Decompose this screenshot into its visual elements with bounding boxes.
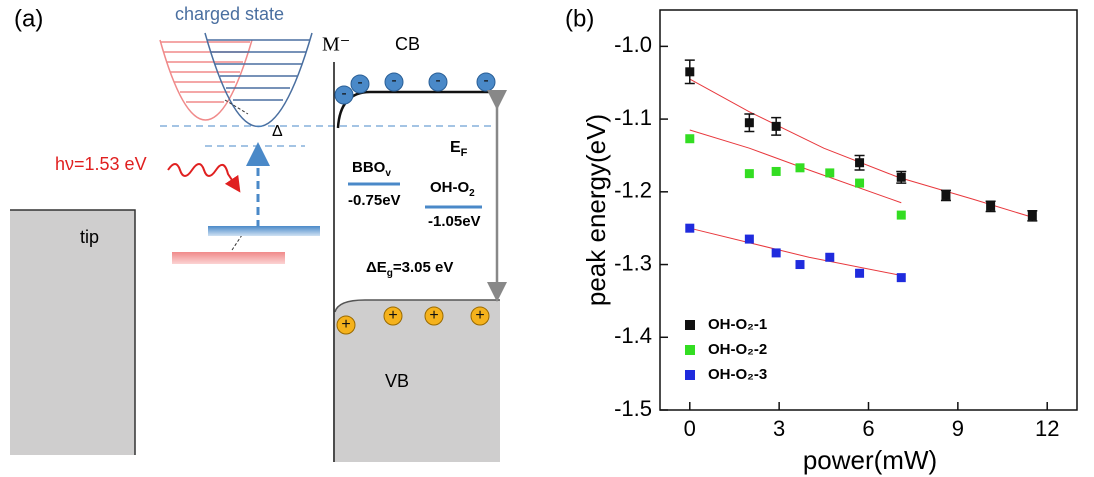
legend-label: OH-O₂-3: [708, 366, 767, 383]
legend-marker: [685, 320, 695, 330]
point: [795, 163, 805, 173]
point: [771, 166, 781, 176]
panel-label: (b): [565, 5, 594, 32]
point: [771, 121, 781, 131]
band-gap-label: ΔEg=3.05 eV: [366, 259, 453, 279]
point: [855, 158, 865, 168]
point: [744, 118, 754, 128]
oh-energy: -1.05eV: [428, 213, 481, 230]
tip-edge: [10, 209, 136, 455]
x-tick-label: 6: [862, 416, 874, 441]
fit-line: [689, 78, 1033, 218]
cb-edge: [336, 90, 497, 129]
point: [744, 169, 754, 179]
point: [685, 67, 695, 77]
electrons: - - - - -: [334, 72, 496, 105]
charged-parabola: [204, 32, 313, 128]
hole-label: +: [388, 307, 397, 324]
oh-label: OH-O2: [430, 179, 475, 199]
y-tick-label: -1.1: [614, 105, 652, 130]
tip-label: tip: [80, 227, 99, 247]
point: [855, 268, 865, 278]
point: [744, 234, 754, 244]
charged-state-label: charged state: [175, 4, 284, 24]
hole-label: +: [475, 307, 484, 324]
electron-label: -: [483, 72, 488, 89]
point: [825, 168, 835, 178]
point: [685, 134, 695, 144]
point: [1027, 211, 1037, 221]
electron-label: -: [357, 74, 362, 91]
legend-marker: [685, 345, 695, 355]
x-tick-label: 3: [773, 416, 785, 441]
hole-label: +: [429, 307, 438, 324]
point: [896, 210, 906, 220]
electron-label: -: [435, 72, 440, 89]
neutral-level: [172, 252, 285, 264]
legend-marker: [685, 370, 695, 380]
legend-label: OH-O₂-2: [708, 341, 767, 358]
y-tick-label: -1.2: [614, 178, 652, 203]
panel-b: (b) power(mW) peak energy(eV) -1.0 -1.1 -1…: [565, 5, 1078, 475]
y-axis-label: peak energy(eV): [581, 114, 611, 306]
point: [896, 273, 906, 283]
point: [941, 190, 951, 200]
relax-arrow: [231, 234, 243, 251]
relax-arrow: [224, 99, 249, 115]
electron-label: -: [391, 72, 396, 89]
y-tick-label: -1.0: [614, 32, 652, 57]
gap-symbol: Δ: [272, 123, 283, 140]
y-tick-label: -1.4: [614, 323, 652, 348]
electron-label: -: [341, 85, 346, 102]
tip-body: [10, 210, 135, 455]
neutral-parabola: [159, 39, 253, 121]
legend-label: OH-O₂-1: [708, 316, 767, 333]
x-tick-label: 12: [1035, 416, 1059, 441]
bbo-energy: -0.75eV: [348, 192, 401, 209]
fermi-label: EF: [450, 139, 468, 159]
point: [795, 260, 805, 270]
panel-a: (a) charged state M⁻ Δ hν=1.53 eV tip CB…: [10, 4, 507, 462]
point: [986, 201, 996, 211]
holes: + + + +: [336, 306, 490, 335]
x-tick-label: 9: [952, 416, 964, 441]
molecule-label: M⁻: [322, 34, 350, 56]
x-axis-label: power(mW): [803, 445, 937, 475]
vb-edge: [334, 299, 500, 313]
hole-label: +: [341, 316, 350, 333]
photon-arrow: [167, 163, 241, 193]
bbo-label: BBOv: [352, 159, 391, 179]
cb-label: CB: [395, 34, 420, 54]
x-tick-label: 0: [684, 416, 696, 441]
photon-label: hν=1.53 eV: [55, 154, 147, 174]
point: [771, 248, 781, 258]
y-tick-label: -1.3: [614, 250, 652, 275]
vb-label: VB: [385, 371, 409, 391]
point: [685, 223, 695, 233]
point: [825, 252, 835, 262]
y-tick-label: -1.5: [614, 396, 652, 421]
molecule-level: [208, 226, 320, 236]
point: [896, 172, 906, 182]
point: [855, 178, 865, 188]
vb-region: [335, 300, 500, 462]
panel-label: (a): [14, 5, 43, 32]
